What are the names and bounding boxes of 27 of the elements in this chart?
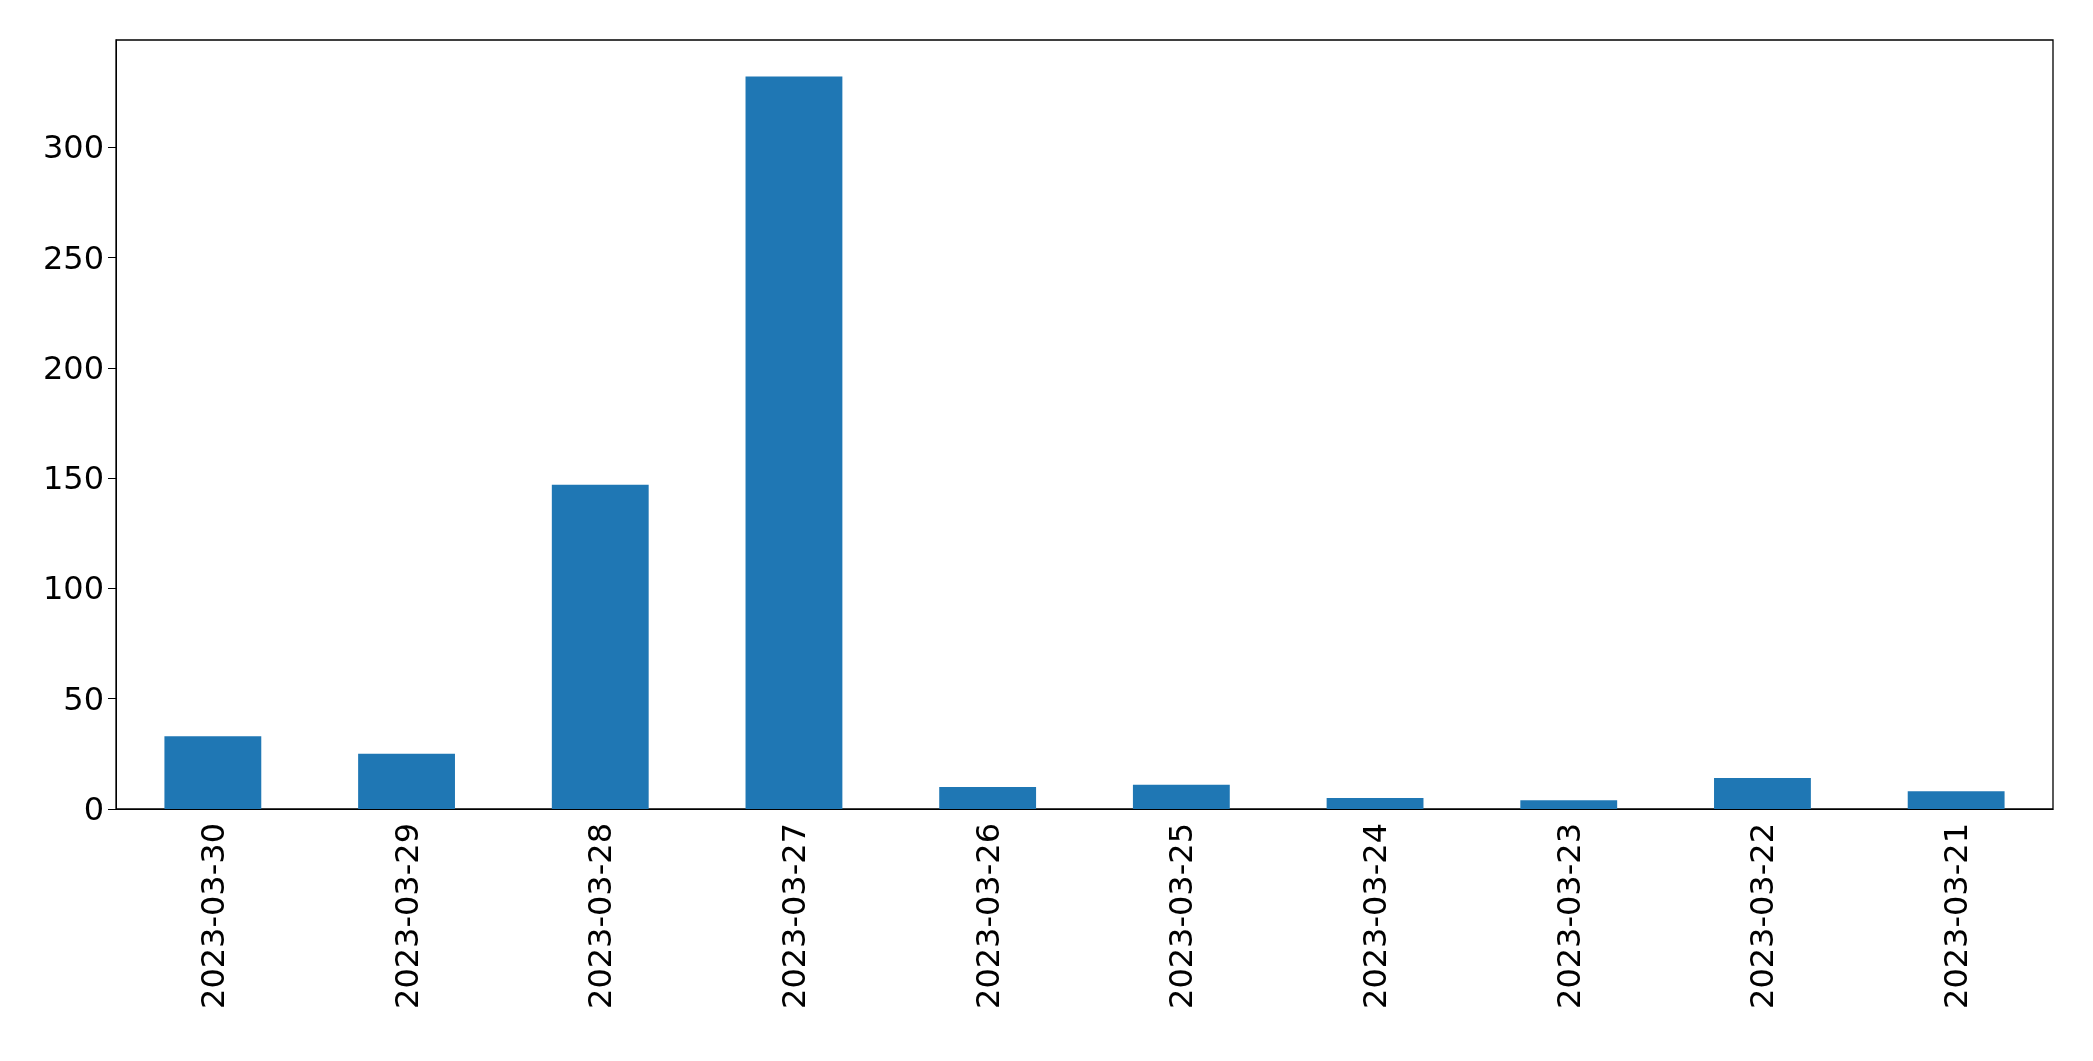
x-tick-label: 2023-03-21 bbox=[1937, 823, 1976, 1009]
y-tick-label: 200 bbox=[42, 348, 104, 387]
x-tick-label: 2023-03-22 bbox=[1743, 823, 1782, 1009]
x-tick-label: 2023-03-26 bbox=[968, 823, 1007, 1009]
bar bbox=[1714, 778, 1811, 809]
x-tick-label: 2023-03-30 bbox=[193, 823, 232, 1009]
x-tick-label: 2023-03-25 bbox=[1162, 823, 1201, 1009]
bar bbox=[1326, 797, 1424, 809]
y-tick-label: 300 bbox=[42, 128, 104, 167]
bar bbox=[358, 753, 455, 809]
y-tick-label: 100 bbox=[42, 569, 104, 608]
bar bbox=[745, 76, 843, 809]
y-tick-label: 0 bbox=[83, 790, 104, 828]
x-tick-label: 2023-03-23 bbox=[1549, 823, 1588, 1009]
bar bbox=[1132, 784, 1230, 809]
y-tick-label: 250 bbox=[42, 238, 104, 277]
bar bbox=[939, 786, 1037, 809]
x-tick-label: 2023-03-27 bbox=[774, 823, 813, 1009]
x-tick-label: 2023-03-24 bbox=[1356, 823, 1395, 1009]
y-tick-label: 50 bbox=[63, 679, 104, 718]
y-tick-label: 150 bbox=[42, 459, 104, 498]
bar bbox=[551, 484, 649, 809]
x-tick-label: 2023-03-28 bbox=[581, 823, 620, 1009]
bar bbox=[1520, 800, 1618, 809]
bar bbox=[164, 736, 262, 809]
x-tick-label: 2023-03-29 bbox=[387, 823, 426, 1009]
bar bbox=[1907, 791, 2005, 809]
